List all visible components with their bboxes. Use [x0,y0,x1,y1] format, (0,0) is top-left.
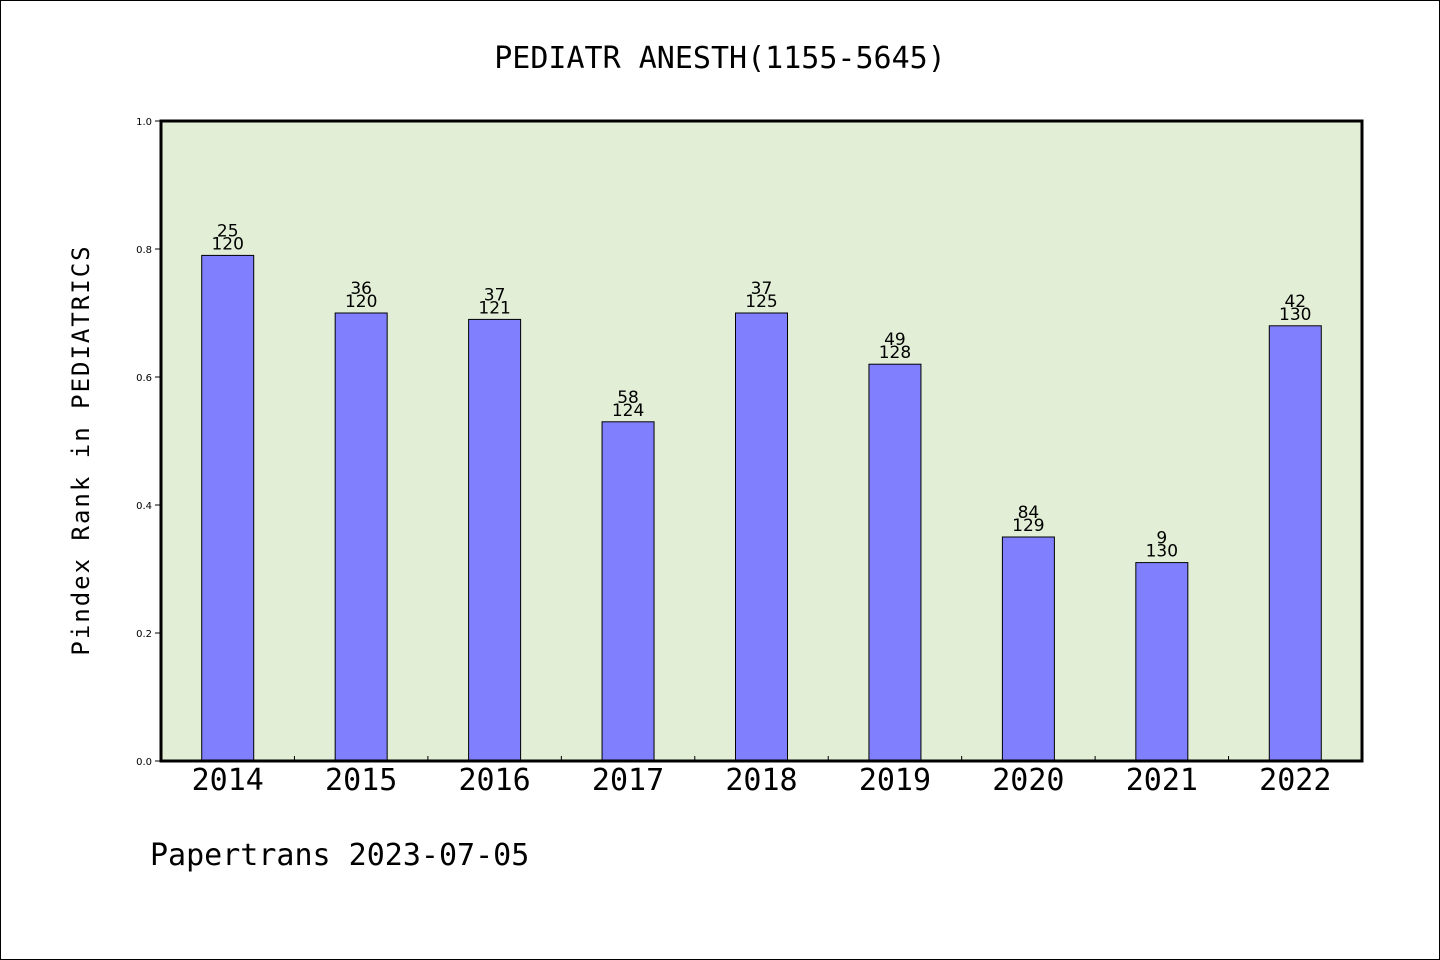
y-axis-label: Pindex Rank in PEDIATRICS [67,244,95,655]
chart-title: PEDIATR ANESTH(1155-5645) [494,41,946,76]
bar [334,312,388,762]
bar [1268,325,1322,762]
bar-rank-label: 37 [751,279,773,299]
bar [1001,536,1055,762]
x-tick-label: 2017 [592,763,664,798]
bar [468,318,522,762]
x-tick-label: 2021 [1126,763,1198,798]
bar-total-label: 128 [879,343,911,363]
y-tick-label: 1.0 [136,117,152,128]
bar-rank-label: 58 [617,388,639,408]
bars [201,254,1322,762]
x-tick-label: 2019 [859,763,931,798]
y-tick-label: 0.4 [136,501,152,512]
y-tick-label: 0.6 [136,373,152,384]
y-axis: 0.0 0.2 0.4 0.6 0.8 1.0 [136,117,161,768]
x-axis: 2014 2015 2016 2017 2018 2019 2020 2021 2022 [192,756,1331,798]
bar-rank-label: 36 [350,279,372,299]
x-tick-label: 2014 [192,763,264,798]
bar-total-label: 120 [211,234,243,254]
bar-total-label: 130 [1146,542,1178,562]
bar-total-label: 129 [1012,516,1044,536]
bar-total-label: 125 [745,292,777,312]
bar-rank-label: 37 [484,285,506,305]
footer-credit: Papertrans 2023-07-05 [150,838,529,873]
y-tick-label: 0.2 [136,629,152,640]
bar-rank-label: 9 [1156,529,1167,549]
bar [201,254,255,762]
x-tick-label: 2016 [458,763,530,798]
bar [868,363,922,762]
x-tick-label: 2015 [325,763,397,798]
bar-total-label: 130 [1279,305,1311,325]
bar-total-label: 121 [478,298,510,318]
bar [735,312,788,762]
y-tick-label: 0.8 [136,245,152,256]
bar-rank-label: 49 [884,330,906,350]
bar-rank-label: 25 [217,221,239,241]
x-tick-label: 2018 [725,763,797,798]
plot-border [159,119,1364,763]
x-tick-label: 2022 [1259,763,1331,798]
bar [1135,562,1189,762]
bar-total-label: 124 [612,401,644,421]
x-tick-label: 2020 [992,763,1064,798]
y-tick-label: 0.0 [136,757,152,768]
bar [601,421,655,762]
bar-total-label: 120 [345,292,377,312]
bar-rank-label: 42 [1284,292,1306,312]
bar-rank-label: 84 [1018,503,1040,523]
